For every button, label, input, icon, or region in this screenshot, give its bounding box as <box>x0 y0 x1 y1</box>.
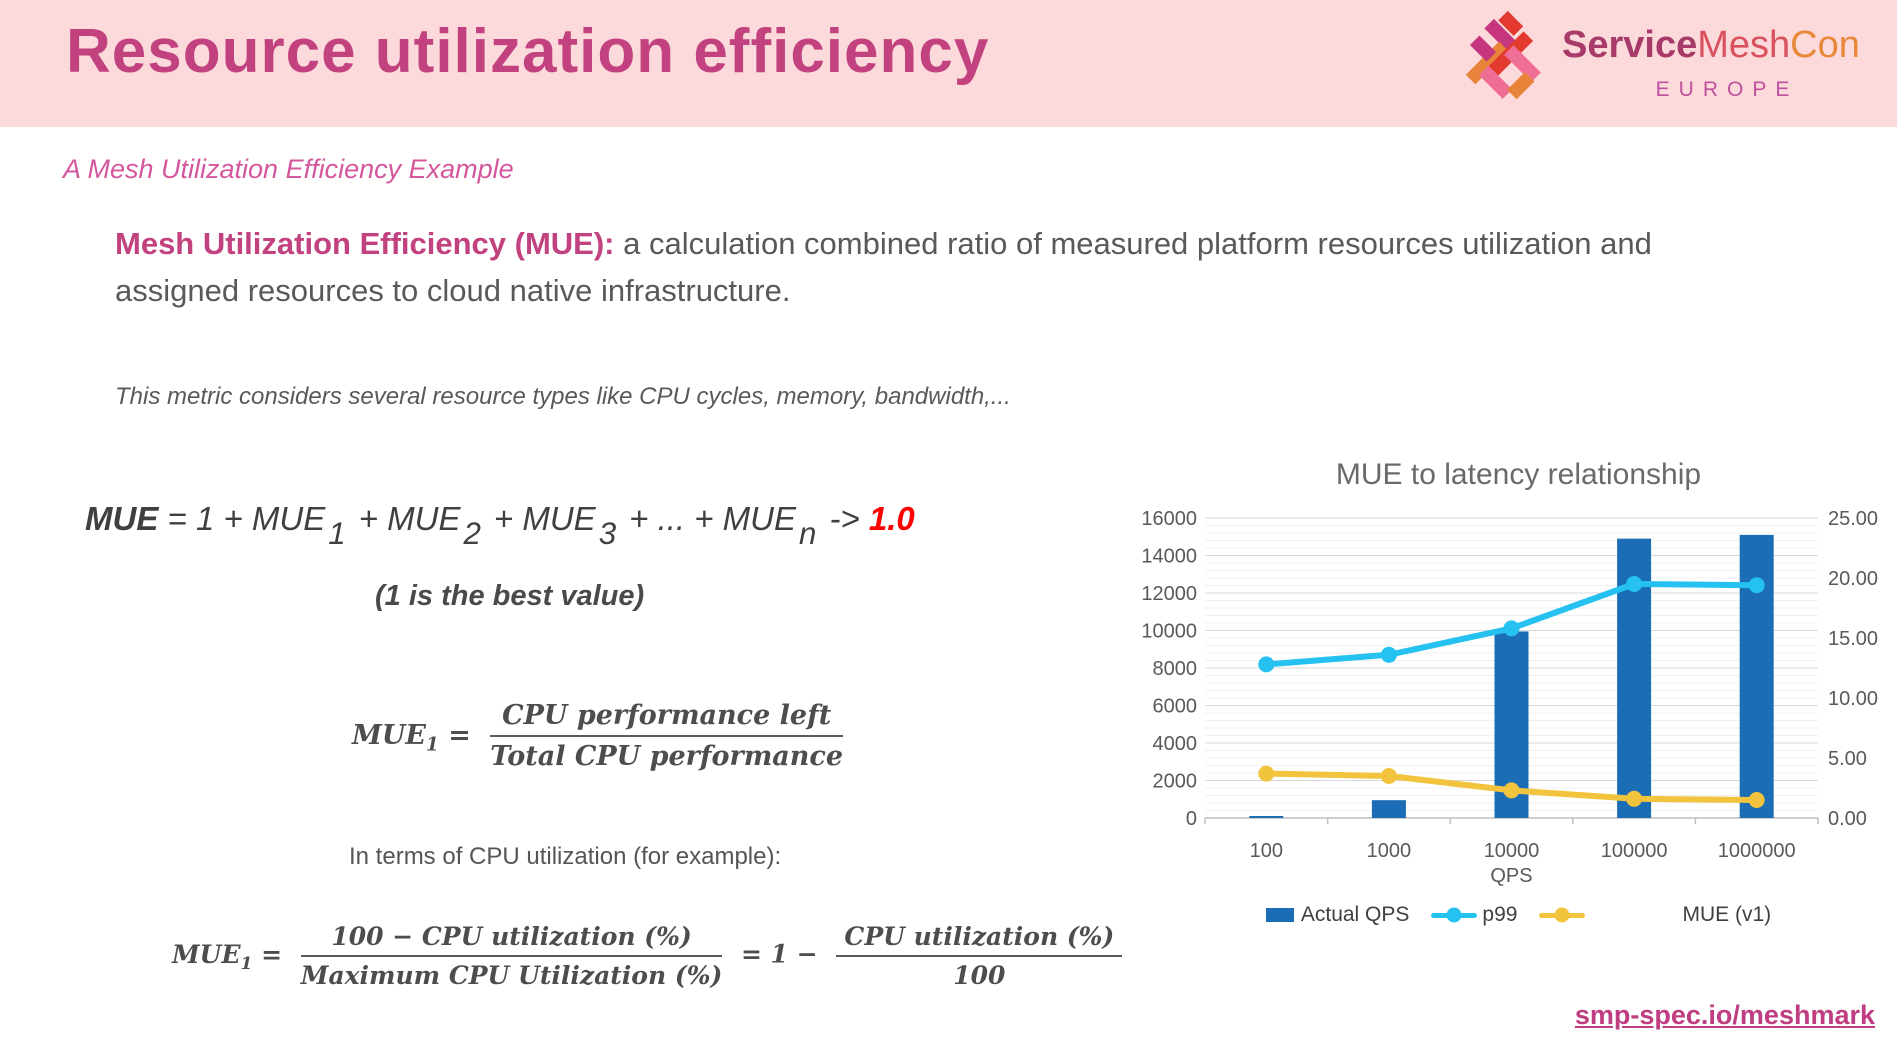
slide-subtitle: A Mesh Utilization Efficiency Example <box>63 154 514 184</box>
header-band <box>0 0 1897 127</box>
svg-text:12000: 12000 <box>1141 583 1197 605</box>
cpu-formula-fraction-1: 100 − CPU utilization (%) Maximum CPU Ut… <box>300 922 723 990</box>
legend-item-actual-qps: Actual QPS <box>1265 903 1410 927</box>
svg-text:14000: 14000 <box>1141 546 1197 568</box>
svg-text:10.00: 10.00 <box>1828 688 1878 710</box>
legend-label: p99 <box>1482 903 1518 926</box>
cpu-formula-fraction-2: CPU utilization (%) 100 <box>836 922 1123 990</box>
resource-types-note: This metric considers several resource t… <box>115 383 1011 410</box>
cpu-formula-mid: = 1 − <box>741 939 818 969</box>
svg-text:10000: 10000 <box>1141 621 1197 643</box>
servicemeshcon-logo: ServiceMeshCon EUROPE <box>1462 4 1892 122</box>
svg-text:16000: 16000 <box>1141 508 1197 530</box>
page-title: Resource utilization efficiency <box>66 17 990 86</box>
svg-text:QPS: QPS <box>1490 865 1532 887</box>
mue-definition: Mesh Utilization Efficiency (MUE): a cal… <box>115 220 1685 314</box>
svg-text:0.00: 0.00 <box>1828 808 1867 830</box>
svg-text:2000: 2000 <box>1153 771 1198 793</box>
legend-item-mue-v1: MUE (v1) <box>1539 903 1771 927</box>
legend-label: Actual QPS <box>1300 903 1410 926</box>
mue-sum-formula: MUE = 1 + MUE1 + MUE2 + MUE3 + ... + MUEn ->… <box>85 500 915 552</box>
best-value-caption: (1 is the best value) <box>375 580 645 612</box>
svg-text:100: 100 <box>1250 840 1283 862</box>
mue1-formula: MUE1 = CPU performance left Total CPU pe… <box>352 700 853 772</box>
logo-wordmark: ServiceMeshCon <box>1562 24 1860 67</box>
weave-logo-icon <box>1465 10 1541 100</box>
svg-text:8000: 8000 <box>1153 658 1198 680</box>
svg-text:4000: 4000 <box>1153 733 1198 755</box>
legend-swatch-line-icon <box>1431 912 1478 918</box>
legend-item-p99: p99 <box>1431 903 1517 927</box>
chart-legend: Actual QPS p99 MUE (v1) <box>1140 903 1897 927</box>
legend-swatch-line-icon <box>1539 912 1586 918</box>
mue1-numerator: CPU performance left <box>490 700 844 737</box>
svg-text:100000: 100000 <box>1601 840 1668 862</box>
legend-swatch-bar-icon <box>1265 908 1294 922</box>
mue1-fraction: CPU performance left Total CPU performan… <box>490 700 844 772</box>
svg-text:10000: 10000 <box>1484 840 1540 862</box>
mue1-denominator: Total CPU performance <box>490 741 844 772</box>
svg-text:25.00: 25.00 <box>1828 508 1878 530</box>
cpu-formula-lhs: MUE1 = <box>172 939 283 974</box>
cpu-utilization-note: In terms of CPU utilization (for example… <box>349 843 782 870</box>
svg-text:6000: 6000 <box>1153 696 1198 718</box>
chart-plot-area: 0 2000 4000 6000 8000 10000 12000 14000 16000 0.0… <box>1141 508 1878 887</box>
logo-word-mesh: Mesh <box>1697 24 1791 66</box>
cpu-utilization-formula: MUE1 = 100 − CPU utilization (%) Maximum… <box>172 922 1132 990</box>
mue1-lhs: MUE1 = <box>352 719 471 755</box>
mue-latency-chart: MUE to latency relationship 0 2000 4000 600… <box>1140 458 1897 1018</box>
svg-text:1000000: 1000000 <box>1718 840 1796 862</box>
chart-title: MUE to latency relationship <box>1335 458 1702 491</box>
svg-text:5.00: 5.00 <box>1828 748 1867 770</box>
svg-text:20.00: 20.00 <box>1828 568 1878 590</box>
mue-definition-body: a calculation combined ratio of measured… <box>115 226 1652 308</box>
legend-label: MUE (v1) <box>1682 903 1772 926</box>
logo-word-service: Service <box>1562 24 1698 66</box>
svg-text:15.00: 15.00 <box>1828 628 1878 650</box>
svg-text:0: 0 <box>1186 808 1197 830</box>
logo-region: EUROPE <box>1655 78 1799 101</box>
mue-definition-lead: Mesh Utilization Efficiency (MUE): <box>115 226 615 261</box>
meshmark-link[interactable]: smp-spec.io/meshmark <box>1574 1000 1875 1030</box>
svg-text:1000: 1000 <box>1367 840 1412 862</box>
logo-word-con: Con <box>1790 24 1860 66</box>
